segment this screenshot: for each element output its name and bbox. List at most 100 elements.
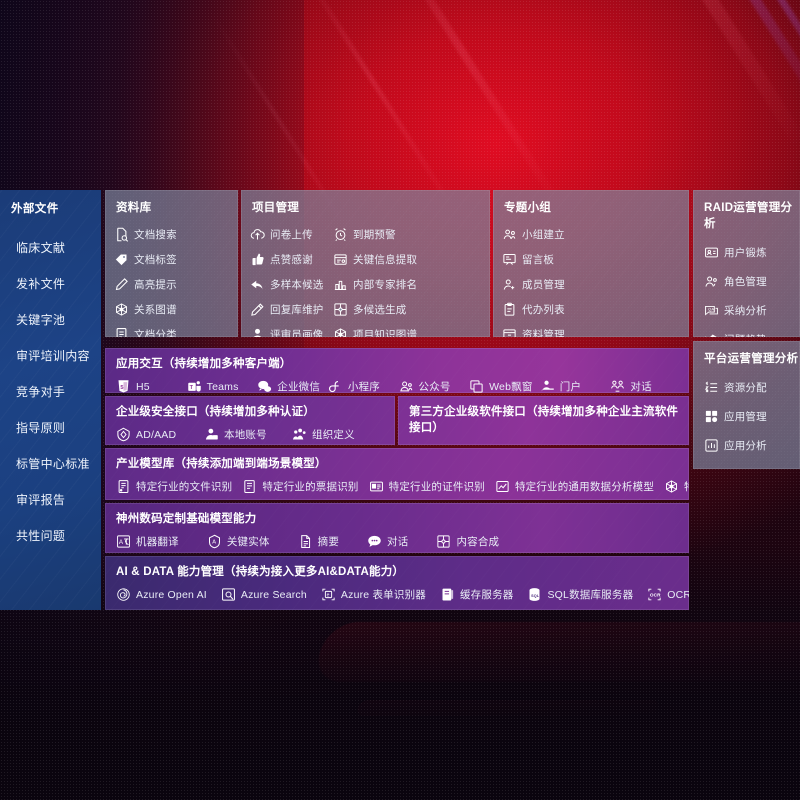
- proj-item-reply-library[interactable]: 回复库维护: [250, 297, 333, 322]
- kb-item-label: 文档标签: [134, 254, 177, 266]
- proj-item-internal-expert-ranking[interactable]: 内部专家排名: [333, 272, 417, 297]
- base-item-dialog[interactable]: 对话: [367, 530, 436, 553]
- kb-item-document-category[interactable]: 文档分类: [114, 322, 234, 337]
- proj-item-project-knowledge-graph[interactable]: 项目知识图谱: [333, 322, 417, 337]
- openai-spiral-icon: [116, 587, 131, 602]
- sidebar-item-review-report[interactable]: 审评报告: [16, 493, 66, 507]
- proj-item-like-thanks[interactable]: 点赞感谢: [250, 247, 333, 272]
- plat-item-label: 应用分析: [724, 440, 767, 452]
- interaction-item-official-account[interactable]: 公众号: [399, 375, 470, 393]
- interaction-item-miniprogram[interactable]: 小程序: [328, 375, 399, 393]
- model-item-label: 特定行业的文件识别: [136, 481, 233, 493]
- ai-item-label: OCR: [667, 588, 689, 601]
- topic-group-card: 专题小组 小组建立 留言板 成员管理 代办列表 资料管理: [493, 190, 689, 337]
- kb-item-document-search[interactable]: 文档搜索: [114, 222, 234, 247]
- sidebar-item-standards-center[interactable]: 标管中心标准: [16, 457, 90, 471]
- model-item-id-recognition[interactable]: 特定行业的证件识别: [369, 475, 495, 498]
- base-item-content-synthesis[interactable]: 内容合成: [436, 530, 527, 553]
- kb-item-relation-graph[interactable]: 关系图谱: [114, 297, 234, 322]
- base-item-label: 摘要: [317, 536, 340, 548]
- form-recognizer-icon: e: [321, 587, 336, 602]
- interaction-item-h5[interactable]: 5 H5: [116, 375, 187, 393]
- person-portrait-icon: [250, 327, 265, 337]
- security-item-local-account[interactable]: 本地账号: [204, 423, 292, 445]
- list-ordered-icon: [704, 380, 719, 395]
- ai-item-azure-search[interactable]: Azure Search: [221, 583, 321, 606]
- team-item-todo-list[interactable]: 代办列表: [502, 297, 596, 322]
- kb-item-highlight-tip[interactable]: 高亮提示: [114, 272, 234, 297]
- security-item-organization[interactable]: 组织定义: [292, 423, 380, 445]
- sidebar-item-review-training[interactable]: 审评培训内容: [16, 349, 90, 363]
- topic-group-grid: 小组建立 留言板 成员管理 代办列表 资料管理 事项提醒: [493, 215, 689, 337]
- plat-item-application-analysis[interactable]: 应用分析: [704, 431, 796, 460]
- security-item-ad-aad[interactable]: AD/AAD: [116, 423, 204, 445]
- knowledge-base-grid: 文档搜索 文档标签 高亮提示 关系图谱 文档分类: [105, 215, 238, 337]
- interaction-item-wecom[interactable]: 企业微信: [257, 375, 328, 393]
- raid-item-issue-trend[interactable]: 问题趋势: [704, 325, 796, 337]
- sidebar-item-competitors[interactable]: 竞争对手: [16, 385, 66, 399]
- raid-item-user-training[interactable]: 用户锻炼: [704, 238, 796, 267]
- team-item-message-board[interactable]: 留言板: [502, 247, 596, 272]
- sidebar-item-guidelines[interactable]: 指导原则: [16, 421, 66, 435]
- ai-item-azure-form-recognizer[interactable]: e Azure 表单识别器: [321, 583, 440, 606]
- team-item-material-management[interactable]: 资料管理: [502, 322, 596, 337]
- team-item-label: 资料管理: [522, 329, 565, 337]
- proj-item-expiry-alert[interactable]: 到期预警: [333, 222, 416, 247]
- base-item-key-entity[interactable]: A 关键实体: [207, 530, 298, 553]
- ai-item-cache-server[interactable]: 缓存服务器: [440, 583, 528, 606]
- highlight-pen-icon: [114, 277, 129, 292]
- proj-item-reviewer-profile[interactable]: 评审员画像: [250, 322, 333, 337]
- sidebar-item-keyword-pool[interactable]: 关键字池: [16, 313, 66, 327]
- plat-item-label: 应用管理: [724, 411, 767, 423]
- model-item-invoice-recognition[interactable]: 特定行业的票据识别: [242, 475, 368, 498]
- ai-item-ocr[interactable]: OCR OCR: [647, 583, 689, 606]
- base-item-summary[interactable]: 摘要: [298, 530, 367, 553]
- model-item-label: 特定行业的通用数据分析模型: [514, 481, 655, 493]
- raid-item-role-management[interactable]: 角色管理: [704, 267, 796, 296]
- miniprogram-icon: [328, 379, 343, 393]
- ai-item-azure-open-ai[interactable]: Azure Open AI: [116, 583, 221, 606]
- base-item-label: 机器翻译: [136, 536, 179, 548]
- kb-item-document-tag[interactable]: 文档标签: [114, 247, 234, 272]
- ai-item-sql-server[interactable]: SQL SQL数据库服务器: [527, 583, 647, 606]
- model-item-data-analysis[interactable]: 特定行业的通用数据分析模型: [495, 475, 664, 498]
- security-item-label: AD/AAD: [136, 428, 177, 441]
- third-party-item-api-designer[interactable]: API自动化设计器: [409, 439, 523, 445]
- sidebar-item-supplement-files[interactable]: 发补文件: [16, 277, 66, 291]
- interaction-item-teams[interactable]: T Teams: [187, 375, 258, 393]
- sidebar-item-common-issues[interactable]: 共性问题: [16, 529, 66, 543]
- interaction-item-dialog[interactable]: 对话: [610, 375, 681, 393]
- proj-item-questionnaire-upload[interactable]: 问卷上传: [250, 222, 333, 247]
- sidebar-item-clinical-literature[interactable]: 临床文献: [16, 241, 66, 255]
- proj-item-label: 评审员画像: [270, 329, 324, 337]
- model-item-label: 特定行业的票据识别: [262, 481, 359, 493]
- third-party-band-row: API自动化设计器: [398, 435, 689, 445]
- kb-item-label: 文档分类: [134, 329, 177, 337]
- proj-item-label: 问卷上传: [270, 229, 313, 241]
- kb-item-label: 高亮提示: [134, 279, 177, 291]
- team-item-label: 成员管理: [522, 279, 565, 291]
- proj-item-key-info-extract[interactable]: 关键信息提取: [333, 247, 417, 272]
- ocr-icon: OCR: [647, 587, 662, 602]
- proj-item-label: 多样本候选: [270, 279, 324, 291]
- model-item-file-recognition[interactable]: 特定行业的文件识别: [116, 475, 242, 498]
- qa-chat-icon: QA: [704, 303, 719, 318]
- interaction-item-portal[interactable]: 门户: [540, 375, 611, 393]
- plat-item-application-management[interactable]: 应用管理: [704, 402, 796, 431]
- proj-item-multi-sample-candidate[interactable]: 多样本候选: [250, 272, 333, 297]
- svg-text:T: T: [189, 385, 193, 391]
- team-item-create-group[interactable]: 小组建立: [502, 222, 596, 247]
- raid-item-label: 问题趋势: [724, 332, 767, 337]
- svg-text:e: e: [327, 592, 330, 598]
- ai-item-label: 缓存服务器: [459, 589, 514, 601]
- knowledge-base-card: 资料库 文档搜索 文档标签 高亮提示 关系图谱 文档分类: [105, 190, 238, 337]
- model-item-knowledge-graph[interactable]: 特定行业的通用知识图谱模型: [664, 475, 689, 498]
- raid-item-adoption-analysis[interactable]: QA 采纳分析: [704, 296, 796, 325]
- interaction-item-web-popup[interactable]: Web飘窗: [469, 375, 540, 393]
- teams-icon: T: [187, 379, 202, 393]
- plat-item-resource-allocation[interactable]: 资源分配: [704, 373, 796, 402]
- proj-item-multi-candidate-generation[interactable]: 多候选生成: [333, 297, 416, 322]
- base-item-machine-translation[interactable]: A 机器翻译: [116, 530, 207, 553]
- base-model-band-row: A 机器翻译 A 关键实体 摘要 对话 内容合成: [105, 526, 689, 553]
- team-item-member-management[interactable]: 成员管理: [502, 272, 596, 297]
